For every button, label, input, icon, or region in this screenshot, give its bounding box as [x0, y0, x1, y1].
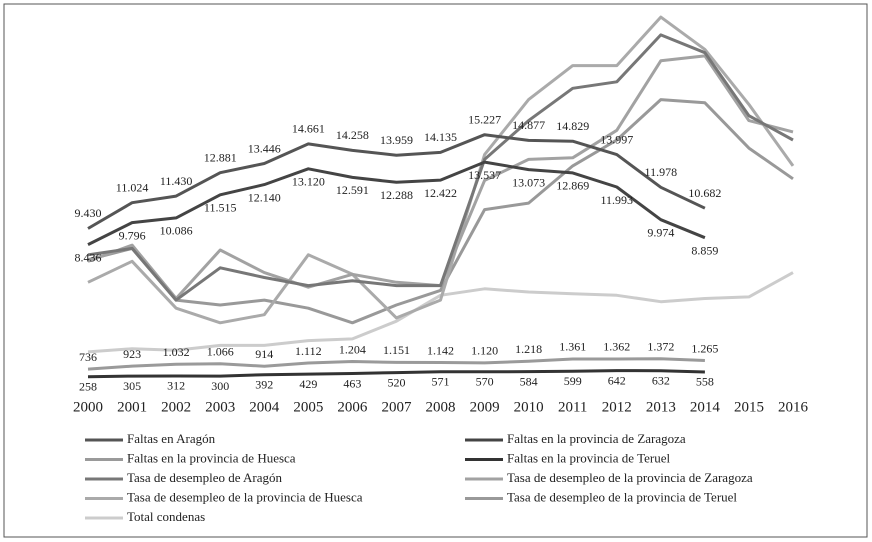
data-label: 12.140 [248, 190, 281, 204]
data-label: 1.265 [691, 341, 718, 355]
data-label: 11.993 [600, 193, 633, 207]
data-label: 13.537 [468, 168, 501, 182]
data-label: 12.869 [556, 179, 589, 193]
data-label: 1.372 [647, 340, 674, 354]
data-label: 14.135 [424, 130, 457, 144]
x-tick-label: 2001 [117, 399, 147, 415]
legend-label: Tasa de desempleo de la provincia de Ter… [507, 489, 737, 504]
legend-label: Tasa de desempleo de la provincia de Hue… [127, 489, 363, 504]
data-label: 14.258 [336, 128, 369, 142]
data-label: 9.974 [647, 225, 674, 239]
data-label: 923 [123, 347, 141, 361]
data-label: 12.288 [380, 188, 413, 202]
legend-label: Faltas en la provincia de Zaragoza [507, 431, 686, 446]
data-label: 15.227 [468, 112, 501, 126]
x-tick-label: 2003 [205, 399, 235, 415]
data-label: 12.422 [424, 186, 457, 200]
data-label: 12.881 [204, 150, 237, 164]
data-label: 570 [476, 375, 494, 389]
data-label: 429 [299, 377, 317, 391]
x-tick-label: 2008 [426, 399, 456, 415]
data-label: 305 [123, 379, 141, 393]
legend-label: Total condenas [127, 509, 205, 524]
data-label: 312 [167, 379, 185, 393]
x-tick-label: 2011 [558, 399, 587, 415]
data-label: 1.066 [207, 345, 234, 359]
data-label: 13.073 [512, 175, 545, 189]
legend-label: Faltas en Aragón [127, 431, 216, 446]
series-line [87, 133, 706, 230]
data-label: 13.446 [248, 141, 281, 155]
series-line [87, 15, 795, 325]
x-tick-label: 2007 [381, 399, 412, 415]
data-label: 13.997 [600, 132, 633, 146]
data-label: 8.436 [75, 250, 102, 264]
data-label: 10.682 [688, 186, 721, 200]
data-label: 14.829 [556, 119, 589, 133]
data-label: 1.151 [383, 343, 410, 357]
data-label: 11.978 [645, 165, 678, 179]
data-label: 1.204 [339, 342, 366, 356]
data-label: 12.591 [336, 183, 369, 197]
data-label: 1.112 [295, 344, 322, 358]
x-tick-label: 2004 [249, 399, 280, 415]
data-label: 10.086 [160, 224, 193, 238]
data-label: 392 [255, 377, 273, 391]
data-label: 558 [696, 375, 714, 389]
x-tick-label: 2009 [470, 399, 500, 415]
data-label: 9.796 [119, 228, 146, 242]
data-label: 13.959 [380, 133, 413, 147]
data-label: 13.120 [292, 175, 325, 189]
x-tick-label: 2010 [514, 399, 544, 415]
data-label: 1.032 [163, 345, 190, 359]
x-tick-label: 2016 [778, 399, 809, 415]
x-tick-label: 2002 [161, 399, 191, 415]
x-tick-label: 2006 [337, 399, 368, 415]
data-label: 584 [520, 374, 538, 388]
data-label: 1.142 [427, 343, 454, 357]
data-label: 11.024 [116, 180, 149, 194]
x-tick-label: 2000 [73, 399, 103, 415]
data-label: 14.661 [292, 122, 325, 136]
data-label: 1.120 [471, 344, 498, 358]
data-label: 1.218 [515, 342, 542, 356]
data-label: 571 [432, 375, 450, 389]
legend-label: Tasa de desempleo de la provincia de Zar… [507, 470, 753, 485]
data-label: 258 [79, 380, 97, 394]
x-tick-label: 2014 [690, 399, 721, 415]
data-label: 599 [564, 374, 582, 388]
series-line [87, 357, 705, 371]
data-label: 642 [608, 373, 626, 387]
data-label: 632 [652, 374, 670, 388]
data-label: 463 [343, 376, 361, 390]
data-label: 9.430 [75, 206, 102, 220]
data-label: 8.859 [691, 243, 718, 257]
frame [3, 3, 868, 538]
series-line [87, 369, 705, 379]
data-label: 914 [255, 347, 273, 361]
data-label: 1.361 [559, 340, 586, 354]
data-label: 1.362 [603, 340, 630, 354]
data-label: 520 [387, 375, 405, 389]
data-label: 11.515 [204, 201, 237, 215]
legend-label: Faltas en la provincia de Teruel [507, 450, 670, 465]
x-tick-label: 2013 [646, 399, 676, 415]
data-label: 14.877 [512, 118, 545, 132]
series-line [87, 160, 706, 246]
x-tick-label: 2015 [734, 399, 764, 415]
data-label: 736 [79, 350, 97, 364]
data-label: 300 [211, 379, 229, 393]
x-tick-label: 2005 [293, 399, 323, 415]
x-tick-label: 2012 [602, 399, 632, 415]
series-line [87, 33, 794, 302]
legend-label: Tasa de desempleo de Aragón [127, 470, 283, 485]
data-label: 11.430 [160, 174, 193, 188]
legend-label: Faltas en la provincia de Huesca [127, 450, 296, 465]
series-line [87, 98, 794, 325]
